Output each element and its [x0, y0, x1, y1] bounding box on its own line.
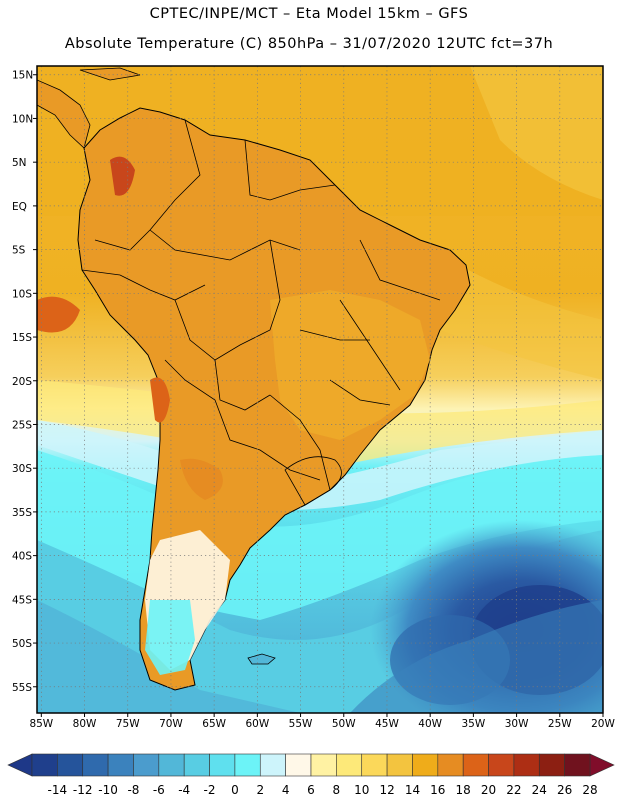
map-title-line2: Absolute Temperature (C) 850hPa – 31/07/…: [64, 36, 554, 52]
map-frame: [36, 65, 604, 714]
lon-label: 35W: [462, 718, 486, 730]
colorbar-cell: [336, 753, 363, 777]
latitude-labels: 15N 10N 5N EQ 5S 10S 15S 20S 25S 30S 35S…: [12, 70, 33, 694]
lat-label: 15S: [12, 332, 32, 344]
colorbar-label: -6: [153, 783, 165, 797]
temperature-field: [37, 66, 603, 713]
country-borders: [81, 119, 441, 506]
colorbar-cell: [133, 753, 160, 777]
colorbar-label: -4: [178, 783, 190, 797]
colorbar-label: 8: [333, 783, 341, 797]
colorbar-label: -8: [127, 783, 139, 797]
lon-label: 40W: [418, 718, 442, 730]
colorbar-cell: [386, 753, 413, 777]
lat-label: 10N: [12, 113, 33, 125]
lat-label: 30S: [12, 463, 32, 475]
lat-label: 10S: [12, 288, 32, 300]
lat-label: 55S: [12, 682, 32, 694]
lon-label: 65W: [202, 718, 226, 730]
axis-ticks: [33, 74, 604, 717]
longitude-labels: 85W 80W 75W 70W 65W 60W 55W 50W 45W 40W …: [29, 718, 615, 730]
colorbar-label: -14: [48, 783, 68, 797]
colorbar-label: 26: [557, 783, 572, 797]
colorbar-low-arrow: [7, 753, 33, 777]
colorbar-label: 16: [430, 783, 445, 797]
colorbar-cell: [183, 753, 210, 777]
colorbar-label: 18: [456, 783, 471, 797]
lon-label: 20W: [591, 718, 615, 730]
colorbar-cell: [57, 753, 84, 777]
colorbar-label: 2: [256, 783, 264, 797]
colorbar-cell: [158, 753, 185, 777]
colorbar-cell: [412, 753, 439, 777]
lat-label: 20S: [12, 376, 32, 388]
colorbar-cell: [259, 753, 286, 777]
colorbar-cell: [462, 753, 489, 777]
colorbar-cell: [285, 753, 312, 777]
colorbar-cell: [310, 753, 337, 777]
colorbar-label: 4: [282, 783, 290, 797]
lat-label: 40S: [12, 551, 32, 563]
lon-label: 45W: [375, 718, 399, 730]
lat-label: 25S: [12, 419, 32, 431]
lat-label: 5N: [12, 157, 27, 169]
colorbar-cell: [564, 753, 591, 777]
colorbar-cell: [361, 753, 388, 777]
colorbar-cell: [234, 753, 261, 777]
lon-label: 80W: [73, 718, 97, 730]
lon-label: 60W: [245, 718, 269, 730]
lon-label: 30W: [505, 718, 529, 730]
colorbar-label: -10: [98, 783, 118, 797]
lat-label: EQ: [12, 201, 27, 213]
lon-label: 70W: [159, 718, 183, 730]
lat-label: 15N: [12, 70, 33, 82]
lon-label: 85W: [29, 718, 53, 730]
colorbar-cell: [107, 753, 134, 777]
lon-label: 25W: [548, 718, 572, 730]
colorbar-label: 6: [307, 783, 315, 797]
lon-label: 75W: [116, 718, 140, 730]
colorbar-cell: [209, 753, 236, 777]
colorbar-label: 0: [231, 783, 239, 797]
lat-label: 50S: [12, 638, 32, 650]
colorbar-label: 14: [405, 783, 420, 797]
lon-label: 50W: [332, 718, 356, 730]
lon-label: 55W: [289, 718, 313, 730]
colorbar-label: -2: [204, 783, 216, 797]
lat-lon-grid: [37, 66, 603, 713]
colorbar-high-arrow: [589, 753, 615, 777]
colorbar-cell: [437, 753, 464, 777]
colorbar-cell: [82, 753, 109, 777]
map-title-line1: CPTEC/INPE/MCT – Eta Model 15km – GFS: [149, 6, 469, 22]
lat-label: 5S: [12, 245, 26, 257]
colorbar-label: 10: [354, 783, 369, 797]
colorbar-cell: [31, 753, 58, 777]
colorbar-label: -12: [73, 783, 93, 797]
colorbar-label: 24: [532, 783, 547, 797]
colorbar-label: 28: [582, 783, 597, 797]
colorbar-cell: [513, 753, 540, 777]
lat-label: 45S: [12, 594, 32, 606]
colorbar-cell: [538, 753, 565, 777]
color-legend: -14 -12 -10 -8 -6 -4 -2 0 2 4 6 8 10 12 …: [7, 753, 615, 797]
colorbar-label: 12: [379, 783, 394, 797]
colorbar-label: 22: [506, 783, 521, 797]
colorbar-cell: [488, 753, 515, 777]
lat-label: 35S: [12, 507, 32, 519]
colorbar-label: 20: [481, 783, 496, 797]
